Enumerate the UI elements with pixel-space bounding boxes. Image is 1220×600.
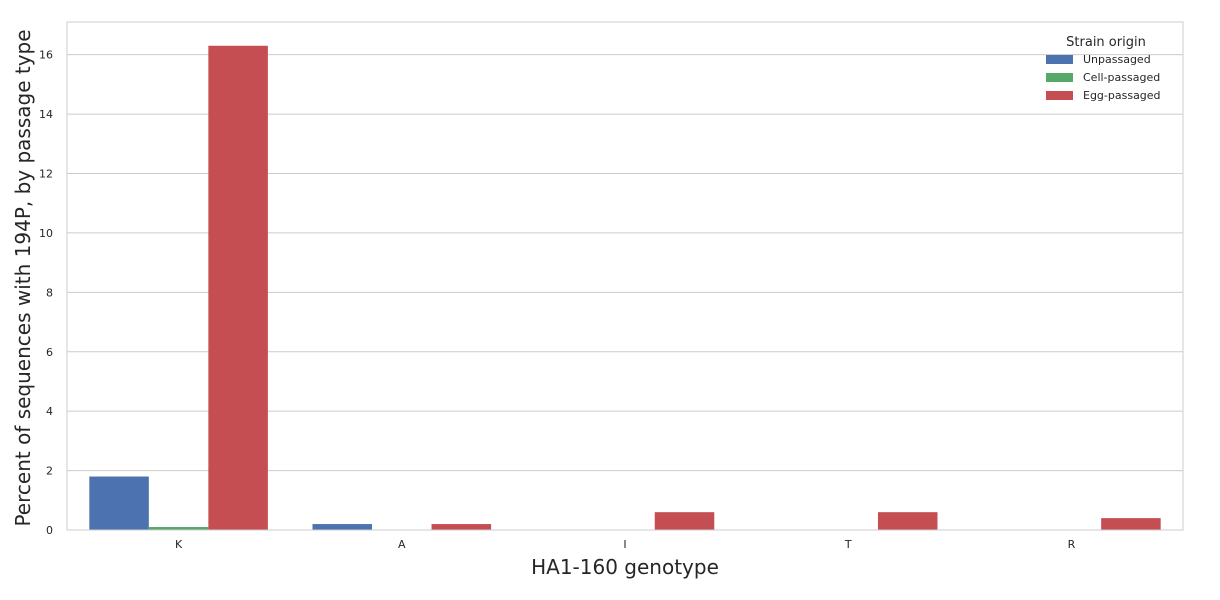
bar-egg-passaged-a [431,524,492,530]
y-tick-label: 12 [39,168,53,181]
x-tick-label: T [844,538,852,551]
y-tick-label: 6 [46,346,53,359]
y-tick-label: 4 [46,405,53,418]
y-tick-label: 2 [46,465,53,478]
legend-label-egg-passaged: Egg-passaged [1083,89,1161,102]
legend-label-cell-passaged: Cell-passaged [1083,71,1160,84]
x-tick-label: R [1068,538,1076,551]
x-tick-label: A [398,538,406,551]
bar-egg-passaged-k [208,45,268,530]
x-tick-label: K [175,538,183,551]
legend-swatch-unpassaged [1046,55,1073,64]
y-tick-label: 10 [39,227,53,240]
x-tick-label: I [623,538,626,551]
legend-title: Strain origin [1066,35,1146,50]
plot-frame [66,21,1184,531]
bar-unpassaged-k [89,476,149,530]
bar-egg-passaged-t [877,512,938,530]
x-axis-title: HA1-160 genotype [531,555,719,579]
legend-label-unpassaged: Unpassaged [1083,53,1151,66]
legend-swatch-cell-passaged [1046,73,1073,82]
legend-swatch-egg-passaged [1046,91,1073,100]
bars [89,45,1161,530]
y-tick-labels: 0 2 4 6 8 10 12 14 16 [39,49,53,537]
y-tick-label: 14 [39,108,53,121]
bar-unpassaged-a [312,524,373,530]
y-tick-label: 8 [46,286,53,299]
bar-cell-passaged-k [148,527,209,530]
legend: Strain origin Unpassaged Cell-passaged Egg… [1046,35,1161,102]
y-tick-label: 16 [39,49,53,62]
bar-egg-passaged-i [654,512,715,530]
y-axis-title: Percent of sequences with 194P, by passa… [11,29,35,526]
y-tick-label: 0 [46,524,53,537]
bar-egg-passaged-r [1101,518,1161,530]
